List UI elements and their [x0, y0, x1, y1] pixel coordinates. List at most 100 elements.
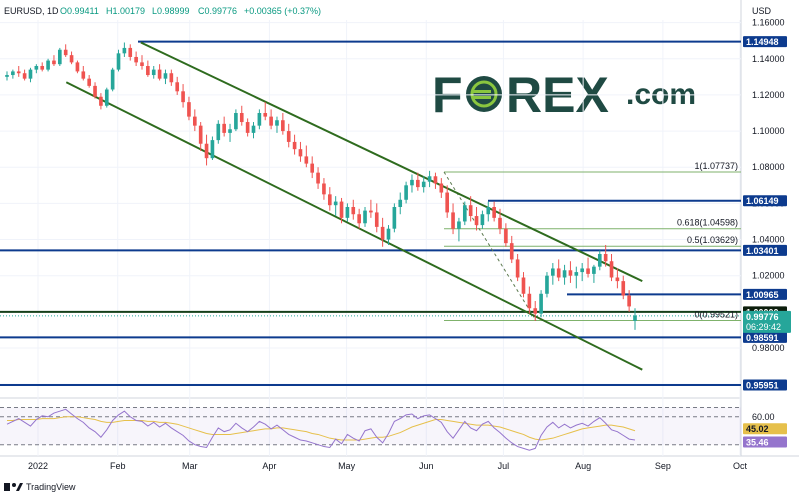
candle-body: [492, 207, 496, 218]
fib-level-label: 1(1.07737): [694, 161, 738, 171]
candle-body: [416, 179, 420, 188]
time-tick-label: Mar: [182, 461, 198, 471]
price-tick-label: 1.14000: [752, 54, 785, 64]
candle-body: [175, 82, 180, 92]
time-tick-label: Jun: [419, 461, 434, 471]
candle-body: [110, 69, 115, 90]
fib-level-label: 0.5(1.03629): [687, 235, 738, 245]
candle-body: [40, 66, 45, 70]
candle-body: [52, 60, 56, 65]
candle-body: [468, 205, 473, 217]
level-tag: 0.95951: [746, 381, 779, 391]
candle-body: [556, 268, 561, 278]
candle-body: [498, 217, 502, 229]
tradingview-text: TradingView: [26, 482, 76, 492]
candle-body: [151, 69, 156, 76]
candle-body: [310, 163, 315, 173]
candle-body: [269, 116, 273, 126]
candle-body: [292, 141, 297, 150]
candle-body: [58, 49, 62, 65]
candle-body: [345, 207, 350, 218]
fibonacci-retracement: 1(1.07737) 0.618(1.04598) 0.5(1.03629) 0(0.…: [443, 161, 741, 322]
time-tick-label: Sep: [655, 461, 671, 471]
candles: [5, 42, 637, 330]
level-tag: 1.14948: [746, 37, 779, 47]
price-tick-label: 1.02000: [752, 271, 785, 281]
high-value: H1.00179: [106, 6, 145, 16]
rsi-ma-tag: 45.02: [746, 424, 769, 434]
candle-body: [93, 85, 97, 97]
time-axis[interactable]: 2022 Feb Mar Apr May Jun Jul Aug Sep Oct: [28, 461, 748, 471]
candle-body: [369, 210, 373, 213]
candle-body: [574, 272, 579, 276]
candle-body: [146, 66, 150, 76]
level-tag: 0.98591: [746, 333, 779, 343]
candle-body: [445, 192, 450, 213]
candle-body: [34, 66, 39, 70]
candle-body: [633, 315, 637, 321]
candle-body: [16, 71, 21, 74]
fib-trend-line: [443, 171, 537, 321]
grid-layer: [0, 20, 741, 456]
candle-body: [410, 179, 414, 186]
candle-body: [509, 243, 514, 260]
candle-body: [234, 113, 238, 130]
candle-body: [134, 56, 138, 63]
price-tick-label: 1.08000: [752, 162, 785, 172]
level-tag-bg: [743, 36, 787, 48]
candle-body: [327, 194, 332, 206]
candle-body: [5, 75, 9, 77]
rsi-level-label: 60.00: [752, 412, 775, 422]
price-tick-label: 1.10000: [752, 126, 785, 136]
time-tick-label: Jul: [498, 461, 510, 471]
time-tick-label: Apr: [262, 461, 276, 471]
candle-body: [462, 205, 467, 222]
candle-body: [28, 69, 33, 79]
candle-body: [128, 47, 133, 57]
candle-body: [592, 266, 596, 274]
candle-body: [263, 113, 268, 117]
candle-body: [562, 270, 567, 278]
candle-body: [333, 201, 338, 206]
level-tag: 1.03401: [746, 246, 779, 256]
candle-body: [392, 207, 397, 229]
candle-body: [22, 73, 27, 79]
candle-body: [363, 210, 367, 224]
price-tick-label: 1.16000: [752, 18, 785, 28]
time-tick-label: May: [338, 461, 356, 471]
candle-body: [116, 53, 121, 70]
candle-body: [281, 120, 285, 132]
tradingview-icon: [4, 483, 23, 491]
candle-body: [539, 293, 543, 314]
open-value: O0.99411: [60, 6, 99, 16]
candle-body: [251, 125, 256, 133]
level-tag-bg: [743, 195, 787, 207]
candle-body: [457, 221, 461, 229]
candle-body: [204, 143, 209, 159]
current-price-tag-bg: [743, 310, 791, 333]
candle-body: [169, 73, 174, 83]
current-price-tag: 0.99776: [746, 312, 779, 322]
candle-body: [181, 91, 185, 103]
candle-body: [198, 125, 203, 144]
candle-body: [474, 216, 479, 226]
candle-body: [322, 183, 326, 195]
time-tick-label: Feb: [110, 461, 126, 471]
rsi-line: [6, 408, 636, 451]
symbol-label[interactable]: EURUSD, 1D: [4, 6, 59, 16]
price-tags: 45.02 35.46 1.14948 1.06149 1.03401 1.00965 1.…: [743, 36, 791, 448]
level-tag: 1.00965: [746, 290, 779, 300]
time-tick-label: Aug: [575, 461, 591, 471]
candle-body: [46, 60, 50, 70]
candle-body: [75, 62, 80, 72]
candle-body: [527, 293, 532, 309]
candle-body: [433, 176, 438, 184]
candle-body: [404, 185, 408, 200]
logo-euro-coin-icon: [466, 76, 502, 112]
candle-body: [451, 212, 455, 229]
candle-body: [380, 226, 385, 240]
level-tag-bg: [743, 379, 787, 391]
candle-body: [257, 113, 262, 126]
candle-body: [222, 123, 226, 133]
